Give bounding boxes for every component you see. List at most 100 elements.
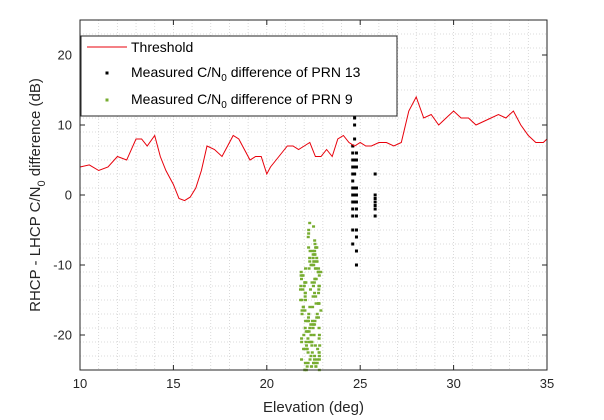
prn9-point <box>306 337 310 340</box>
prn9-point <box>311 253 315 256</box>
prn9-point <box>303 295 307 298</box>
prn9-point <box>314 365 318 368</box>
prn13-point <box>354 186 358 190</box>
prn9-point <box>317 326 321 330</box>
prn9-point <box>300 312 304 316</box>
prn9-point <box>313 354 317 358</box>
prn9-point <box>310 344 314 347</box>
prn13-point <box>354 228 358 232</box>
prn9-point <box>310 365 314 368</box>
prn13-point <box>353 137 357 141</box>
prn9-point <box>307 330 311 333</box>
prn9-point <box>301 288 305 291</box>
prn9-point <box>309 340 313 344</box>
legend-prn9-marker <box>105 98 109 102</box>
prn13-point <box>354 193 358 197</box>
prn13-point <box>351 228 355 232</box>
prn9-point <box>299 270 303 274</box>
prn9-point <box>315 256 319 260</box>
x-tick-label: 30 <box>446 376 460 391</box>
prn9-point <box>317 291 321 295</box>
prn9-point <box>313 344 317 347</box>
prn13-point <box>354 158 358 162</box>
prn9-point <box>307 312 311 316</box>
x-tick-label: 20 <box>260 376 274 391</box>
prn9-point <box>317 358 321 361</box>
legend-prn13-marker <box>105 71 109 75</box>
prn9-point <box>305 347 309 351</box>
prn13-point <box>353 186 357 190</box>
prn13-point <box>353 193 357 197</box>
prn9-point <box>317 351 321 354</box>
prn9-point <box>301 274 305 277</box>
prn13-point <box>351 151 355 155</box>
prn9-point <box>317 274 321 277</box>
prn9-point <box>300 358 304 361</box>
legend-prn9-label: Measured C/N0 difference of PRN 9 <box>131 91 353 111</box>
prn9-point <box>305 330 309 333</box>
prn9-point <box>313 249 317 253</box>
prn9-point <box>300 340 304 344</box>
x-tick-label: 10 <box>73 376 87 391</box>
prn9-point <box>313 323 317 326</box>
prn9-point <box>317 337 321 340</box>
prn9-point <box>317 354 321 358</box>
prn9-point <box>317 284 321 288</box>
series-layer <box>79 95 548 372</box>
y-tick-label: 0 <box>65 188 72 203</box>
y-tick-label: 10 <box>58 118 72 133</box>
prn9-point <box>315 361 319 365</box>
prn9-point <box>316 347 320 351</box>
prn13-point <box>353 116 357 120</box>
prn9-point <box>306 319 310 323</box>
prn13-point <box>353 200 357 204</box>
prn9-point <box>307 340 311 344</box>
prn9-point <box>303 309 307 312</box>
prn9-point <box>317 333 321 337</box>
prn9-point <box>307 267 311 270</box>
prn9-point <box>317 302 321 305</box>
x-tick-label: 15 <box>166 376 180 391</box>
prn9-point <box>308 260 312 263</box>
prn9-point <box>316 270 320 274</box>
prn9-point <box>303 326 307 330</box>
prn13-point <box>351 200 355 204</box>
prn9-point <box>313 361 317 365</box>
x-tick-label: 35 <box>540 376 554 391</box>
prn13-point <box>354 235 358 239</box>
prn9-point <box>314 295 318 298</box>
prn9-point <box>300 337 304 340</box>
prn9-point <box>307 232 311 235</box>
prn13-point <box>373 214 377 218</box>
prn13-point <box>354 249 358 253</box>
prn9-point <box>312 358 316 361</box>
prn9-point <box>309 263 313 267</box>
prn13-point <box>354 200 358 204</box>
prn9-point <box>313 242 317 246</box>
prn9-point <box>305 365 309 368</box>
y-tick-label: -10 <box>53 258 72 273</box>
prn9-point <box>303 281 307 284</box>
prn13-point <box>373 200 377 204</box>
legend-threshold-label: Threshold <box>131 39 193 55</box>
y-axis-title: RHCP - LHCP C/N0 difference (dB) <box>27 78 48 312</box>
prn13-point <box>351 158 355 162</box>
prn9-point <box>311 256 315 260</box>
prn9-point <box>312 284 316 288</box>
x-tick-label: 25 <box>353 376 367 391</box>
prn9-point <box>304 319 308 323</box>
legend-prn9-label-rest: difference of PRN 9 <box>227 91 353 107</box>
prn9-point <box>315 246 319 249</box>
prn9-point <box>308 288 312 291</box>
prn9-point <box>312 260 316 263</box>
prn9-point <box>309 354 313 358</box>
prn13-point <box>354 214 358 218</box>
prn9-point <box>302 347 306 351</box>
prn9-point <box>304 340 308 344</box>
ticks: 10 15 20 25 30 35 -20 -10 0 10 20 <box>53 20 554 391</box>
prn9-point <box>303 291 307 295</box>
prn9-point <box>319 309 323 312</box>
prn9-point <box>314 260 318 263</box>
prn13-point <box>351 186 355 190</box>
prn9-point <box>317 267 321 270</box>
